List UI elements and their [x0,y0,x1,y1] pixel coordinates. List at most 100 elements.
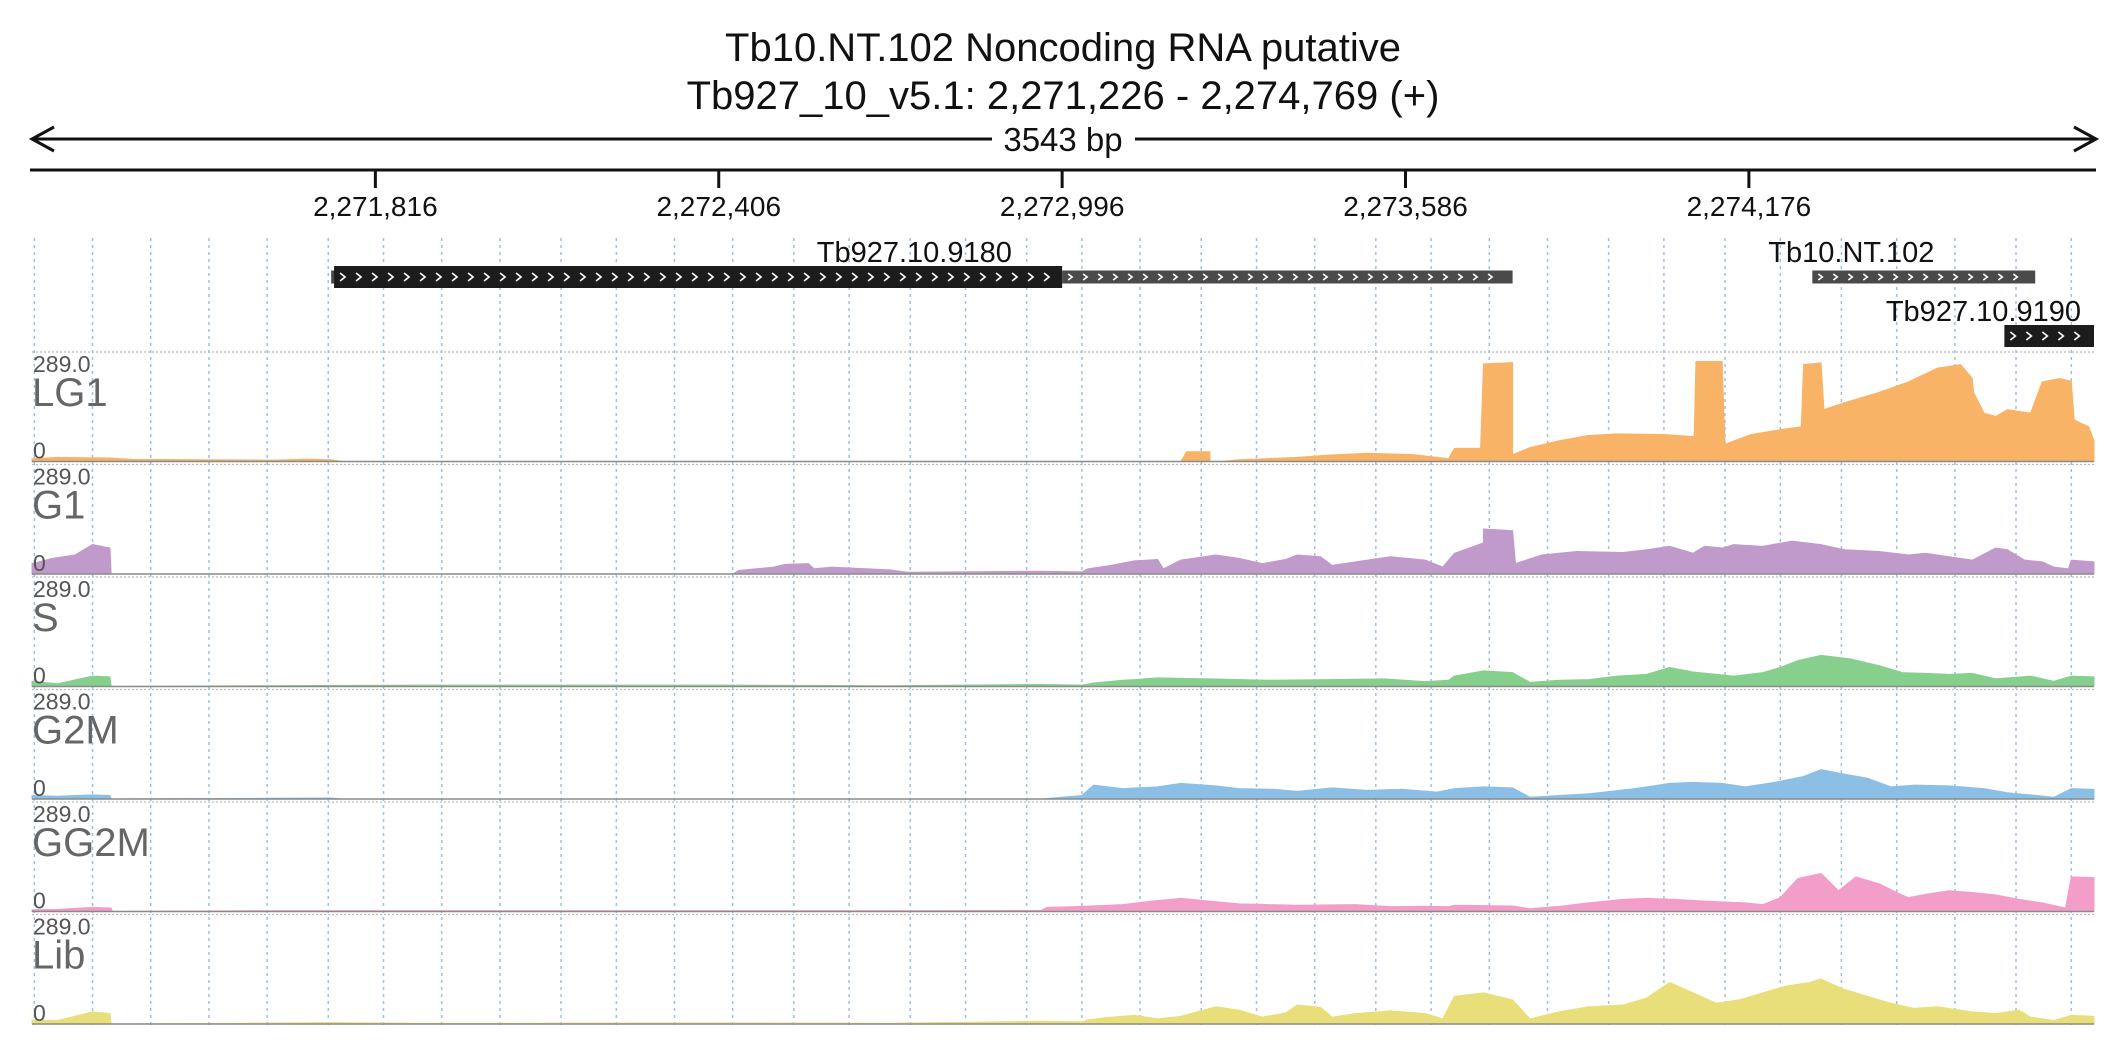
strand-chevron [1307,273,1314,281]
track-max-label: 289.0 [33,351,91,377]
track-max-label: 289.0 [33,576,91,602]
strand-chevron [1922,273,1929,281]
strand-chevron [547,272,555,282]
track-name: G2M [32,709,119,753]
strand-chevron [403,272,411,282]
strand-chevron [1247,273,1254,281]
strand-chevron [739,272,747,282]
strand-chevron [339,272,347,282]
axis-ticks: 2,271,816 2,272,406 2,272,996 2,273,586 2,27… [313,170,1811,222]
coverage-area [31,528,2095,575]
strand-chevron [947,272,955,282]
strand-chevron [931,272,939,282]
strand-chevron [1172,273,1179,281]
strand-chevron [1043,272,1051,282]
gene-label: Tb10.NT.102 [1768,237,1934,269]
strand-chevron [707,272,715,282]
strand-chevron [1187,273,1194,281]
strand-chevron [755,272,763,282]
strand-chevron [1232,273,1239,281]
strand-chevron [467,272,475,282]
strand-chevron [867,272,875,282]
strand-chevron [1817,273,1824,281]
gene-track: Tb927.10.9180 Tb10.NT.102 Tb927.10.9190 [331,237,2094,347]
gene-label: Tb927.10.9190 [1886,296,2081,328]
strand-chevron [1337,273,1344,281]
strand-chevron [435,272,443,282]
strand-chevron [659,272,667,282]
strand-chevron [1937,273,1944,281]
strand-chevron [1082,273,1089,281]
chart-title: Tb10.NT.102 Noncoding RNA putative [725,26,1401,70]
strand-chevron [2009,331,2017,341]
track-g1: 289.0G1 0 [31,464,2095,576]
strand-chevron [595,272,603,282]
track-min-label: 0 [33,1000,46,1026]
track-max-label: 289.0 [33,914,91,940]
strand-chevron [2012,273,2019,281]
strand-chevron [611,272,619,282]
strand-chevron [1322,273,1329,281]
strand-chevron [1011,272,1019,282]
track-s: 289.0S 0 [31,576,2095,689]
strand-chevron [1262,273,1269,281]
axis-tick-label: 2,271,816 [313,191,438,222]
strand-chevron [2041,331,2049,341]
track-max-label: 289.0 [33,464,91,490]
track-min-label: 0 [33,775,46,801]
strand-chevron [515,272,523,282]
strand-chevron [579,272,587,282]
strand-chevron [1397,273,1404,281]
strand-chevron [643,272,651,282]
strand-chevron [563,272,571,282]
strand-chevron [1982,273,1989,281]
strand-chevron [1862,273,1869,281]
strand-chevron [835,272,843,282]
strand-chevron [1097,273,1104,281]
strand-chevron [1892,273,1899,281]
axis-tick-label: 2,272,406 [656,191,781,222]
strand-chevron [1217,273,1224,281]
strand-chevron [979,272,987,282]
track-min-label: 0 [33,663,46,689]
strand-chevron [691,272,699,282]
track-min-label: 0 [33,550,46,576]
strand-chevron [1952,273,1959,281]
strand-chevron [371,272,379,282]
axis-tick-label: 2,274,176 [1687,191,1812,222]
strand-chevron [1067,273,1074,281]
strand-chevron [1202,273,1209,281]
strand-chevron [675,272,683,282]
axis-tick-label: 2,273,586 [1343,191,1468,222]
chart-subtitle: Tb927_10_v5.1: 2,271,226 - 2,274,769 (+) [687,74,1440,118]
gene-label: Tb927.10.9180 [817,237,1012,269]
strand-chevron [1427,273,1434,281]
track-name: S [32,596,59,640]
track-name: Lib [32,934,85,978]
strand-chevron [2057,331,2065,341]
track-name: GG2M [32,821,150,865]
strand-chevron [387,272,395,282]
coverage-tracks: 289.0LG10289.0G10289.0S0289.0G2M0289.0GG… [31,351,2095,1026]
strand-chevron [1412,273,1419,281]
track-max-label: 289.0 [33,801,91,827]
strand-chevron [1142,273,1149,281]
axis-tick-label: 2,272,996 [1000,191,1125,222]
track-max-label: 289.0 [33,689,91,715]
strand-chevron [1487,273,1494,281]
strand-chevron [1127,273,1134,281]
coverage-area [31,654,2095,688]
strand-chevron [1027,272,1035,282]
strand-chevron [627,272,635,282]
coverage-area [31,361,2095,462]
strand-chevron [499,272,507,282]
strand-chevron [1847,273,1854,281]
strand-chevron [1832,273,1839,281]
track-name: LG1 [32,371,108,415]
gene-segment [331,270,336,284]
strand-chevron [963,272,971,282]
coverage-area [31,769,2095,800]
